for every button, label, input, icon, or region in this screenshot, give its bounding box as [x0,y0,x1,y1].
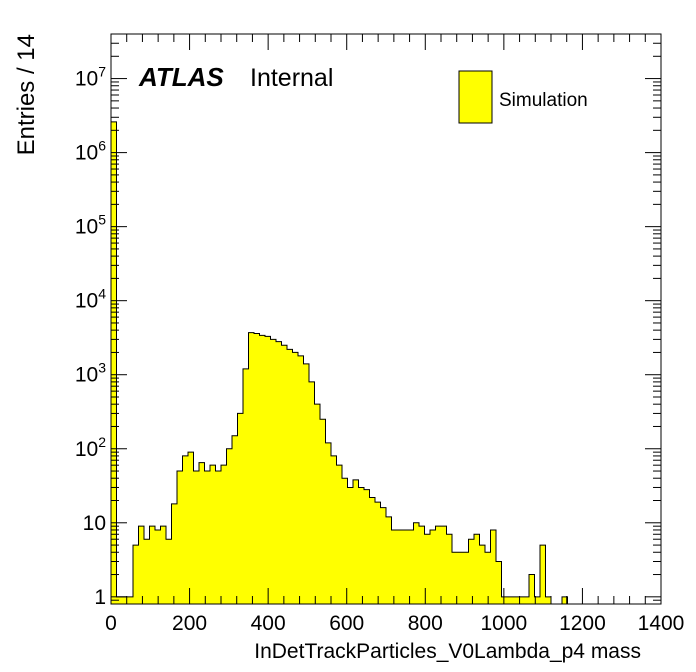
y-axis-label: Entries / 14 [13,34,40,155]
histogram-outline [110,121,661,605]
y-tick-label: 106 [75,138,106,165]
x-tick-label: 600 [329,612,364,635]
legend-label: Simulation [499,90,588,111]
x-tick-label: 1000 [480,612,527,635]
x-axis-tick-labels: 0 200 400 600 800 1000 1200 1400 [105,612,684,635]
internal-label: Internal [250,64,333,92]
x-axis-label: InDetTrackParticles_V0Lambda_p4 mass [254,640,641,663]
y-tick-label: 107 [75,64,106,91]
x-tick-label: 0 [105,612,117,635]
y-tick-label: 10 [83,512,106,535]
y-tick-label: 1 [94,586,106,609]
plot-frame [110,33,662,605]
y-axis-ticks [111,33,661,605]
x-axis-ticks [110,34,662,604]
legend-swatch [458,70,493,124]
y-tick-label: 105 [75,212,106,239]
x-tick-label: 200 [172,612,207,635]
x-tick-label: 1400 [638,612,685,635]
y-tick-label: 102 [75,434,106,461]
y-axis-tick-labels: 1 10 102 103 104 105 106 107 [75,64,106,609]
x-tick-label: 1200 [559,612,606,635]
x-tick-label: 400 [251,612,286,635]
histogram-fill [111,121,661,604]
y-tick-label: 103 [75,360,106,387]
x-tick-label: 800 [408,612,443,635]
atlas-label: ATLAS [138,62,224,92]
y-tick-label: 104 [75,286,106,313]
